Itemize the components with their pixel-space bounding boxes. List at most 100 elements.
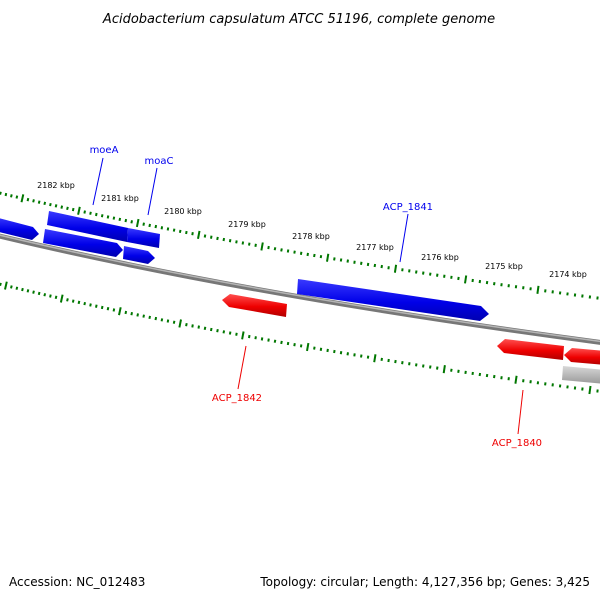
minor-tick (102, 306, 103, 309)
minor-tick (321, 255, 322, 258)
minor-tick (126, 311, 127, 314)
gene-labels: moeA moaC ACP_1841 ACP_1842 ACP_1840 (90, 145, 543, 449)
connector-moac (148, 168, 157, 215)
minor-tick (108, 307, 109, 310)
minor-tick (162, 318, 163, 321)
minor-tick (308, 253, 309, 256)
minor-tick (416, 363, 417, 366)
minor-tick (275, 340, 276, 343)
major-tick (537, 286, 538, 294)
minor-tick (44, 293, 45, 296)
major-tick (307, 343, 308, 351)
gene-feature[interactable] (222, 294, 287, 317)
minor-tick (108, 216, 109, 219)
minor-tick (480, 280, 481, 283)
minor-tick (96, 305, 97, 308)
minor-tick (50, 203, 51, 206)
tick-label: 2179 kbp (228, 220, 266, 229)
minor-tick (73, 300, 74, 303)
minor-tick (294, 251, 295, 254)
minor-tick (156, 225, 157, 228)
minor-tick (149, 316, 150, 319)
minor-tick (494, 282, 495, 285)
minor-tick (458, 277, 459, 280)
tick-label: 2178 kbp (292, 232, 330, 241)
minor-tick (262, 337, 263, 340)
minor-tick (480, 373, 481, 376)
minor-tick (281, 341, 282, 344)
minor-tick (224, 238, 225, 241)
minor-tick (156, 317, 157, 320)
minor-tick (67, 207, 68, 210)
minor-tick (249, 243, 250, 246)
minor-tick (341, 351, 342, 354)
minor-tick (217, 329, 218, 332)
minor-tick (430, 273, 431, 276)
gene-label-acp1842[interactable]: ACP_1842 (212, 393, 262, 404)
minor-tick (0, 283, 1, 286)
minor-tick (361, 262, 362, 265)
minor-tick (73, 208, 74, 211)
map-title: Acidobacterium capsulatum ATCC 51196, co… (102, 12, 495, 27)
accession: Accession: NC_012483 (9, 575, 145, 589)
major-tick (198, 231, 200, 239)
minor-tick (39, 201, 40, 204)
connector-acp1842 (238, 346, 246, 389)
minor-tick (199, 326, 200, 329)
gene-feature[interactable] (564, 348, 600, 365)
minor-tick (288, 342, 289, 345)
minor-tick (423, 365, 424, 368)
connector-acp1840 (518, 390, 523, 434)
gene-feature[interactable] (562, 366, 600, 384)
gene-label-moea[interactable]: moeA (90, 145, 119, 156)
minor-tick (368, 356, 369, 359)
minor-tick (162, 226, 163, 229)
gene-feature[interactable] (127, 228, 160, 248)
minor-tick (494, 375, 495, 378)
minor-tick (11, 194, 12, 197)
minor-tick (0, 192, 1, 195)
minor-tick (348, 260, 349, 263)
minor-tick (301, 252, 302, 255)
minor-tick (314, 254, 315, 257)
minor-tick (192, 324, 193, 327)
minor-tick (149, 224, 150, 227)
minor-tick (314, 347, 315, 350)
minor-tick (211, 236, 212, 239)
minor-tick (6, 193, 7, 196)
major-tick (78, 207, 80, 215)
tick-label: 2182 kbp (37, 181, 75, 190)
gene-label-acp1840[interactable]: ACP_1840 (492, 438, 542, 449)
minor-tick (143, 315, 144, 318)
minor-tick (255, 336, 256, 339)
gene-label-moac[interactable]: moaC (145, 156, 174, 167)
major-tick (261, 243, 262, 251)
major-tick (22, 194, 24, 202)
minor-tick (382, 265, 383, 268)
minor-tick (236, 240, 237, 243)
gene-feature[interactable] (497, 339, 564, 360)
minor-tick (268, 246, 269, 249)
gene-feature[interactable] (123, 246, 155, 264)
major-tick (61, 295, 63, 303)
minor-tick (33, 291, 34, 294)
minor-tick (236, 333, 237, 336)
minor-tick (90, 212, 91, 215)
tick-label: 2174 kbp (549, 270, 587, 279)
major-tick (589, 386, 590, 394)
minor-tick (327, 349, 328, 352)
minor-tick (243, 242, 244, 245)
minor-tick (174, 321, 175, 324)
minor-tick (382, 358, 383, 361)
tick-label: 2181 kbp (101, 194, 139, 203)
minor-tick (361, 355, 362, 358)
gene-label-acp1841[interactable]: ACP_1841 (383, 202, 433, 213)
minor-tick (416, 271, 417, 274)
minor-tick (84, 302, 85, 305)
minor-tick (341, 259, 342, 262)
minor-tick (180, 230, 181, 233)
minor-tick (211, 328, 212, 331)
minor-tick (205, 327, 206, 330)
minor-tick (375, 264, 376, 267)
minor-tick (174, 229, 175, 232)
